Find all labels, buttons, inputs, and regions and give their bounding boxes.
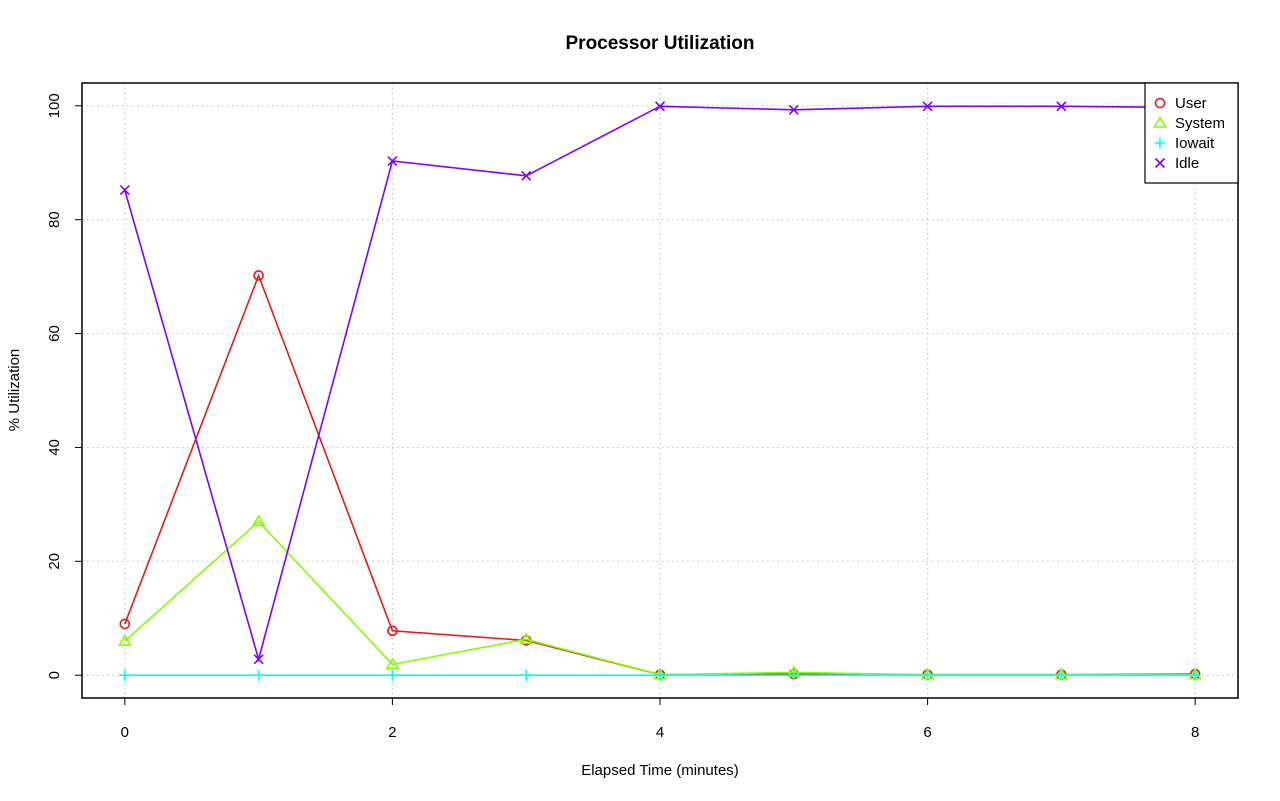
legend-system-marker	[1153, 115, 1167, 128]
iowait-data-point	[520, 669, 532, 681]
y-tick-label: 60	[46, 325, 63, 342]
legend-user-label: User	[1175, 95, 1207, 112]
x-tick-label: 6	[923, 724, 931, 741]
user-series-line	[124, 273, 1196, 676]
y-tick-label: 100	[46, 93, 63, 118]
idle-data-point	[387, 155, 398, 167]
y-tick-label: 0	[46, 671, 63, 679]
idle-data-point	[253, 654, 264, 665]
x-tick-label: 8	[1191, 724, 1199, 741]
user-data-point	[119, 618, 131, 630]
plot-series	[117, 101, 1203, 681]
system-data-point	[385, 657, 400, 670]
iowait-data-point	[119, 669, 131, 681]
legend-user-marker	[1154, 97, 1166, 109]
y-tick-label: 80	[46, 211, 63, 228]
y-axis-label: % Utilization	[6, 349, 23, 432]
legend-iowait-label: Iowait	[1175, 135, 1215, 152]
iowait-data-point	[253, 669, 265, 681]
chart-title: Processor Utilization	[566, 33, 755, 54]
user-data-point	[387, 625, 398, 637]
iowait-data-point	[1189, 669, 1201, 681]
legend: User System Iowait Idle	[1144, 82, 1239, 184]
legend-idle-label: Idle	[1175, 155, 1199, 172]
legend-system-label: System	[1175, 115, 1225, 132]
idle-data-point	[1056, 101, 1067, 112]
grid-lines	[82, 83, 1238, 698]
idle-data-point	[788, 104, 799, 115]
idle-data-point	[521, 170, 532, 181]
legend-idle-marker	[1154, 157, 1166, 169]
system-data-point	[251, 514, 266, 527]
y-tick-label: 40	[46, 439, 63, 456]
x-axis-label: Elapsed Time (minutes)	[581, 762, 739, 779]
system-data-point	[519, 632, 534, 645]
iowait-data-point	[788, 669, 800, 681]
legend-box	[1144, 82, 1239, 184]
iowait-data-point	[1055, 669, 1067, 681]
idle-data-point	[654, 101, 666, 112]
legend-iowait-marker	[1154, 137, 1166, 149]
x-tick-label: 0	[121, 724, 129, 741]
iowait-data-point	[386, 669, 398, 681]
system-data-point	[117, 633, 132, 646]
x-tick-label: 4	[656, 724, 664, 741]
iowait-data-point	[922, 669, 934, 681]
y-tick-label: 20	[46, 553, 63, 570]
iowait-data-point	[654, 669, 666, 681]
idle-data-point	[922, 101, 933, 112]
idle-data-point	[119, 184, 130, 196]
x-tick-label: 2	[388, 724, 396, 741]
plot-frame	[81, 82, 1239, 699]
user-data-point	[253, 270, 264, 281]
